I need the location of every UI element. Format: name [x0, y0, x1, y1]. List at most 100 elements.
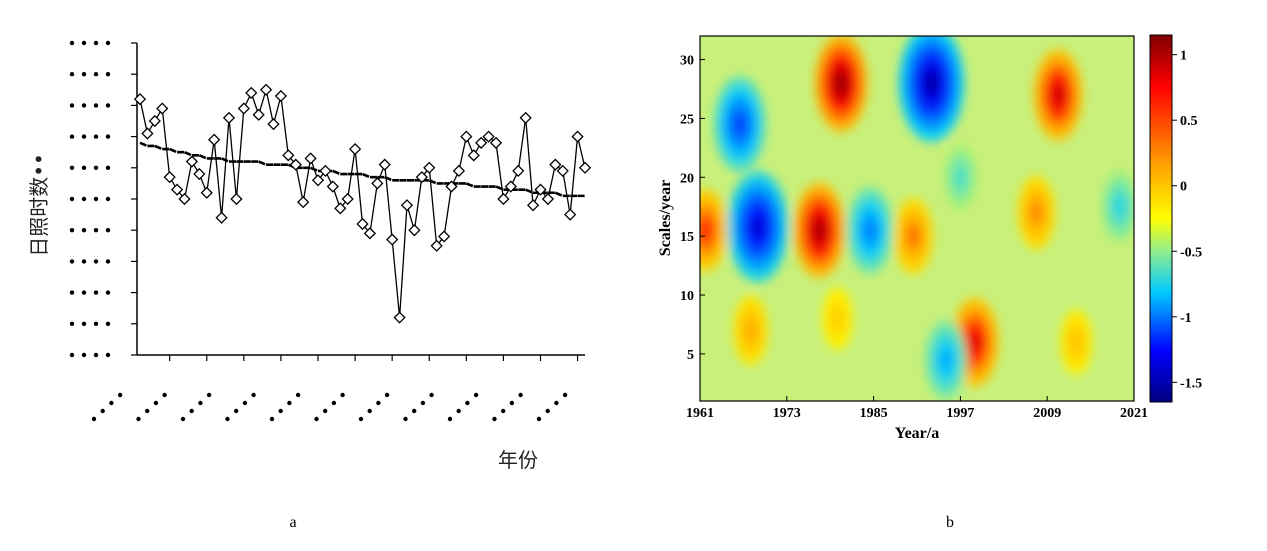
data-point — [148, 114, 161, 128]
contour-region — [835, 73, 847, 93]
data-point — [445, 180, 458, 193]
data-point — [526, 199, 540, 212]
data-point — [348, 142, 362, 156]
x-tick-label: 2009 — [1033, 406, 1061, 421]
data-point — [378, 158, 391, 171]
x-tick-label: 2021 — [1120, 406, 1148, 421]
colorbar-tick-label: 1 — [1180, 49, 1187, 64]
data-point — [200, 186, 213, 199]
colorbar — [1149, 34, 1173, 403]
contour-region — [814, 220, 825, 240]
x-tick-label: 1985 — [860, 406, 888, 421]
y-tick-label: 20 — [680, 171, 694, 186]
contour-region — [701, 221, 711, 239]
data-point — [386, 233, 399, 246]
contour-region — [1115, 199, 1124, 214]
data-point — [237, 102, 250, 115]
panel-label-a: a — [289, 514, 296, 531]
contour-region — [865, 221, 875, 239]
plot-frame — [699, 35, 1135, 402]
data-point — [408, 224, 421, 237]
data-point — [512, 164, 525, 178]
axis-ticks — [131, 42, 579, 361]
obscured-y-tick-label — [69, 103, 111, 108]
x-axis-label: Year/a — [895, 425, 939, 442]
obscured-y-tick-label — [69, 352, 111, 358]
data-point — [578, 161, 592, 174]
obscured-x-tick-label — [314, 392, 345, 422]
data-point — [222, 111, 236, 124]
data-point — [437, 230, 451, 243]
data-point — [185, 155, 199, 168]
contour-region — [970, 333, 980, 352]
data-point — [393, 311, 406, 324]
obscured-x-tick-label — [403, 392, 434, 422]
x-tick-label: 1997 — [946, 406, 974, 421]
x-tick-label: 1961 — [686, 406, 714, 421]
contour-region — [1053, 85, 1063, 105]
data-point — [178, 192, 191, 206]
y-tick-label: 10 — [680, 289, 694, 304]
obscured-y-tick-label — [69, 134, 111, 139]
data-point — [230, 192, 243, 206]
data-point — [289, 158, 302, 171]
data-point — [489, 136, 503, 149]
data-point — [274, 89, 288, 103]
obscured-x-tick-label — [492, 392, 523, 422]
obscured-x-tick-label — [447, 392, 479, 422]
contour-region — [734, 114, 745, 134]
data-point — [319, 164, 332, 178]
y-tick-labels: 5 10 15 20 25 30 — [680, 54, 705, 363]
y-tick-label: 30 — [680, 54, 694, 69]
y-axis-label: Scales/year — [657, 180, 674, 256]
data-point — [504, 180, 517, 193]
obscured-y-tick-label — [69, 165, 111, 170]
colorbar-tick-label: -0.5 — [1180, 245, 1202, 260]
x-axis-label: 年份 — [498, 448, 538, 472]
contour-region — [941, 351, 951, 368]
data-point — [282, 149, 295, 162]
data-point — [467, 149, 480, 162]
obscured-y-tick-label — [69, 228, 111, 233]
y-tick-label: 5 — [687, 348, 694, 363]
contour-region — [924, 71, 939, 95]
y-tick-label: 15 — [680, 230, 694, 245]
obscured-y-tick-label — [69, 196, 111, 202]
data-point — [259, 83, 273, 96]
data-point — [482, 130, 495, 143]
obscured-tick-labels — [69, 40, 568, 422]
contour-region — [909, 228, 918, 244]
data-point — [141, 127, 154, 140]
contour-region — [747, 323, 755, 338]
data-point — [267, 118, 280, 131]
series-line — [139, 89, 586, 318]
obscured-y-tick-label — [69, 259, 111, 264]
data-point — [326, 180, 339, 193]
data-point — [497, 192, 510, 206]
data-point — [415, 171, 428, 184]
data-point — [430, 239, 443, 252]
obscured-x-tick-label — [536, 392, 568, 422]
data-point — [334, 202, 347, 215]
colorbar-ticks: 1 0.5 0 -0.5 -1 -1.5 — [1172, 49, 1202, 391]
colorbar-tick-label: -1.5 — [1180, 376, 1202, 391]
x-tick-labels: 1961 1973 1985 1997 2009 2021 — [686, 396, 1148, 421]
contour-region — [1072, 335, 1080, 349]
obscured-x-tick-label — [180, 392, 212, 422]
data-point — [297, 196, 310, 209]
colorbar-tick-label: -1 — [1180, 311, 1192, 326]
obscured-y-tick-label — [69, 72, 111, 77]
data-point — [452, 164, 466, 178]
data-point — [571, 130, 584, 143]
panel-label-b: b — [946, 514, 954, 531]
data-point — [245, 86, 258, 100]
data-point — [193, 167, 206, 181]
contour-region — [957, 170, 964, 185]
data-point — [311, 174, 325, 187]
obscured-x-tick-label — [225, 392, 256, 422]
contour-field — [700, 36, 1134, 401]
obscured-x-tick-label — [269, 392, 301, 422]
contour-regions — [700, 36, 1134, 401]
data-point — [304, 152, 317, 165]
